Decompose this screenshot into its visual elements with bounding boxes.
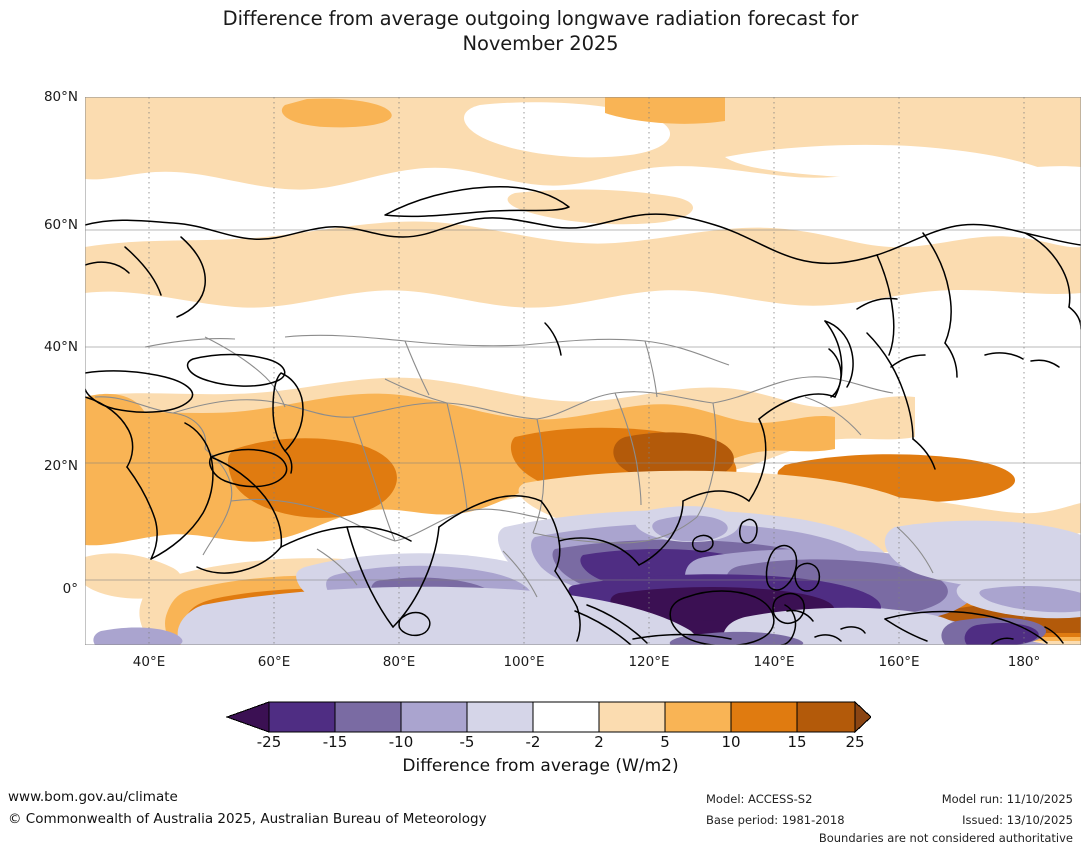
colorbar [0,700,1081,734]
footer-issued: Issued: 13/10/2025 [962,813,1073,827]
x-tick-60e: 60°E [257,654,291,670]
colorbar-band-above-max [853,700,871,734]
colorbar-tick-neg15: -15 [322,733,348,751]
negative-anomaly-contours [93,506,1081,645]
colorbar-tick-neg5: -5 [459,733,475,751]
title-line-2: November 2025 [462,32,619,55]
coastlines [85,185,1081,645]
footer-base-period: Base period: 1981-2018 [706,813,845,827]
colorbar-band-5 [531,701,600,733]
footer-run-info: Model run: 11/10/2025 Issued: 13/10/2025 [942,789,1073,831]
latitude-axis: 80°N 60°N 40°N 20°N 0° [0,0,78,850]
x-tick-180: 180° [1007,654,1041,670]
country-borders [94,334,934,598]
footer-model-run: Model run: 11/10/2025 [941,792,1073,806]
colorbar-band-8 [729,701,798,733]
colorbar-tick-pos2: 2 [594,733,604,751]
colorbar-band-9 [795,701,856,733]
footer-model-info: Model: ACCESS-S2 Base period: 1981-2018 [706,789,845,831]
footer-model: Model: ACCESS-S2 [706,792,813,806]
colorbar-band-1 [267,701,336,733]
page-title: Difference from average outgoing longwav… [0,6,1081,56]
x-tick-120e: 120°E [628,654,670,670]
footer-website[interactable]: www.bom.gov.au/climate [8,789,178,805]
x-tick-160e: 160°E [878,654,920,670]
y-tick-60n: 60°N [43,217,78,233]
y-tick-0: 0° [62,581,78,597]
colorbar-tick-neg10: -10 [388,733,414,751]
x-tick-80e: 80°E [382,654,416,670]
footer-copyright: © Commonwealth of Australia 2025, Austra… [8,811,487,827]
map-gridlines [85,97,1081,645]
colorbar-tick-neg25: -25 [256,733,282,751]
olr-anomaly-map [85,97,1081,645]
x-tick-40e: 40°E [132,654,166,670]
colorbar-tick-pos25: 25 [845,733,865,751]
footer-left: www.bom.gov.au/climate © Commonwealth of… [8,786,487,830]
colorbar-band-7 [663,701,732,733]
colorbar-tick-neg2: -2 [525,733,541,751]
colorbar-tick-pos5: 5 [660,733,670,751]
colorbar-title: Difference from average (W/m2) [402,756,679,776]
footer-disclaimer: Boundaries are not considered authoritat… [818,831,1073,845]
map-canvas [85,97,1081,645]
colorbar-band-4 [465,701,534,733]
y-tick-20n: 20°N [43,458,78,474]
x-tick-140e: 140°E [753,654,795,670]
colorbar-tick-pos10: 10 [721,733,741,751]
colorbar-tick-pos15: 15 [787,733,807,751]
colorbar-svg [224,700,871,734]
x-tick-100e: 100°E [503,654,545,670]
colorbar-band-3 [399,701,468,733]
y-tick-40n: 40°N [43,339,78,355]
colorbar-band-2 [333,701,402,733]
title-line-1: Difference from average outgoing longwav… [222,7,859,30]
y-tick-80n: 80°N [43,89,78,105]
